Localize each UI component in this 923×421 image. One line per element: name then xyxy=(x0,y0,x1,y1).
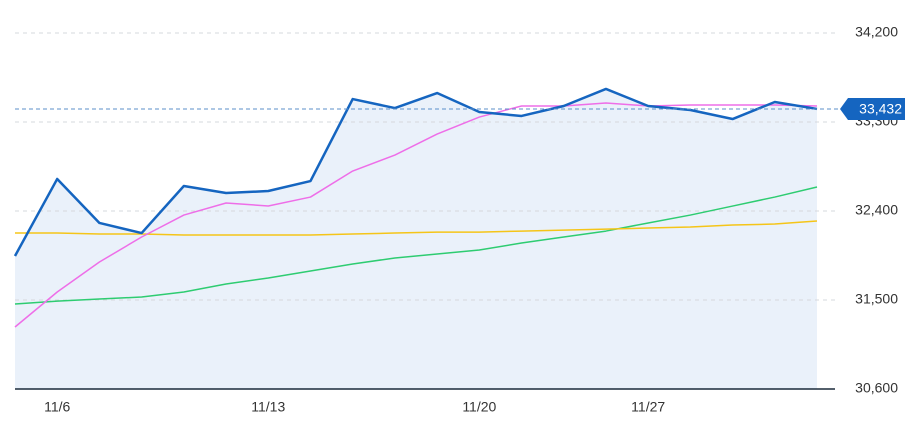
price-marker-label: 33,432 xyxy=(859,101,902,117)
average-line xyxy=(15,220,818,236)
y-tick-label: 32,400 xyxy=(855,202,898,218)
average-line xyxy=(14,186,818,305)
x-tick-label: 11/6 xyxy=(44,399,70,415)
price-marker-tag xyxy=(840,97,905,120)
y-tick-label: 31,500 xyxy=(855,291,898,307)
average-line xyxy=(14,102,818,328)
y-tick-label: 34,200 xyxy=(855,24,898,40)
x-tick-label: 11/27 xyxy=(631,399,665,415)
x-tick-label: 11/20 xyxy=(462,399,496,415)
x-tick-label: 11/13 xyxy=(251,399,285,415)
y-tick-label: 30,600 xyxy=(855,380,898,396)
price-area xyxy=(15,88,817,390)
